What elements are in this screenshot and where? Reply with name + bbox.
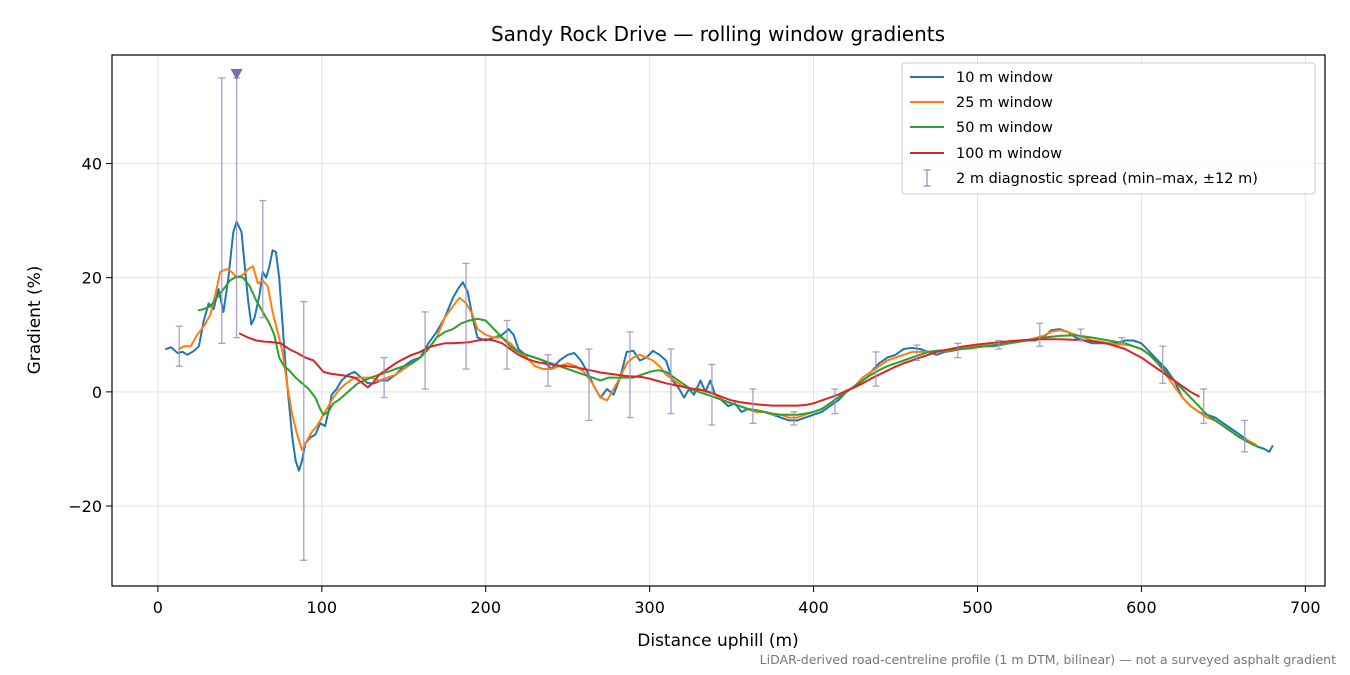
diagnostic-errorbar	[790, 411, 798, 426]
diagnostic-errorbar	[995, 339, 1003, 350]
diagnostic-errorbar	[872, 351, 880, 387]
series-layer	[165, 220, 1274, 472]
legend: 10 m window 25 m window 50 m window 100 …	[901, 62, 1316, 195]
diagnostic-errorbar	[421, 311, 429, 390]
diagnostic-errorbar	[913, 344, 921, 362]
diagnostic-errorbar	[749, 388, 757, 424]
ticks: 0 100 200 300 400 500 600 700 −20 0 20 40	[68, 154, 1320, 617]
x-tick-label: 300	[634, 598, 665, 617]
diagnostic-errorbar	[1118, 336, 1126, 344]
overflow-marker	[230, 68, 243, 80]
diagnostic-errorbar	[626, 331, 634, 419]
x-tick-label: 600	[1126, 598, 1157, 617]
diagnostic-errorbar	[954, 342, 962, 359]
diagnostic-errorbar	[175, 325, 183, 367]
diagnostic-errorbar	[1159, 345, 1167, 384]
diagnostic-errorbar	[708, 363, 716, 426]
diagnostic-errorbar	[1241, 419, 1249, 453]
x-tick-label: 500	[962, 598, 993, 617]
legend-label-25m: 25 m window	[956, 95, 1053, 111]
diagnostic-errorbar	[544, 354, 552, 387]
legend-box	[901, 62, 1316, 195]
diagnostic-errorbar	[503, 319, 511, 370]
diagnostic-errorbar	[831, 388, 839, 415]
legend-label-50m: 50 m window	[956, 120, 1053, 136]
x-axis-label: Distance uphill (m)	[637, 631, 798, 651]
diagnostic-errorbar	[218, 77, 226, 344]
y-tick-label: −20	[68, 497, 102, 516]
diagnostic-errorbar	[1077, 328, 1085, 342]
chart-title: Sandy Rock Drive — rolling window gradie…	[491, 22, 945, 46]
diagnostic-errorbar	[259, 199, 267, 319]
diagnostic-errorbar	[380, 356, 388, 399]
x-tick-label: 400	[798, 598, 829, 617]
x-tick-label: 100	[307, 598, 338, 617]
y-tick-label: 0	[92, 383, 102, 402]
diagnostic-errorbar	[1036, 322, 1044, 347]
y-tick-label: 20	[82, 269, 102, 288]
footnote: LiDAR-derived road-centreline profile (1…	[760, 652, 1336, 667]
series-line-3	[238, 332, 1200, 407]
diagnostic-errorbar	[462, 262, 470, 370]
y-axis-label: Gradient (%)	[25, 266, 45, 375]
diagnostic-errorbar	[300, 301, 308, 561]
x-tick-label: 700	[1290, 598, 1321, 617]
series-line-1	[178, 265, 1258, 452]
diagnostic-errorbar	[667, 348, 675, 415]
legend-label-10m: 10 m window	[956, 70, 1053, 86]
x-tick-label: 0	[153, 598, 163, 617]
diagnostic-errorbar	[1200, 388, 1208, 424]
plot-frame	[111, 54, 1326, 587]
diagnostic-spread-layer	[175, 68, 1249, 561]
legend-label-100m: 100 m window	[956, 146, 1062, 162]
legend-swatch-diagnostic	[923, 169, 931, 187]
x-tick-label: 200	[470, 598, 501, 617]
legend-label-diagnostic: 2 m diagnostic spread (min–max, ±12 m)	[956, 171, 1258, 187]
y-tick-label: 40	[82, 154, 102, 173]
diagnostic-errorbar	[585, 348, 593, 422]
